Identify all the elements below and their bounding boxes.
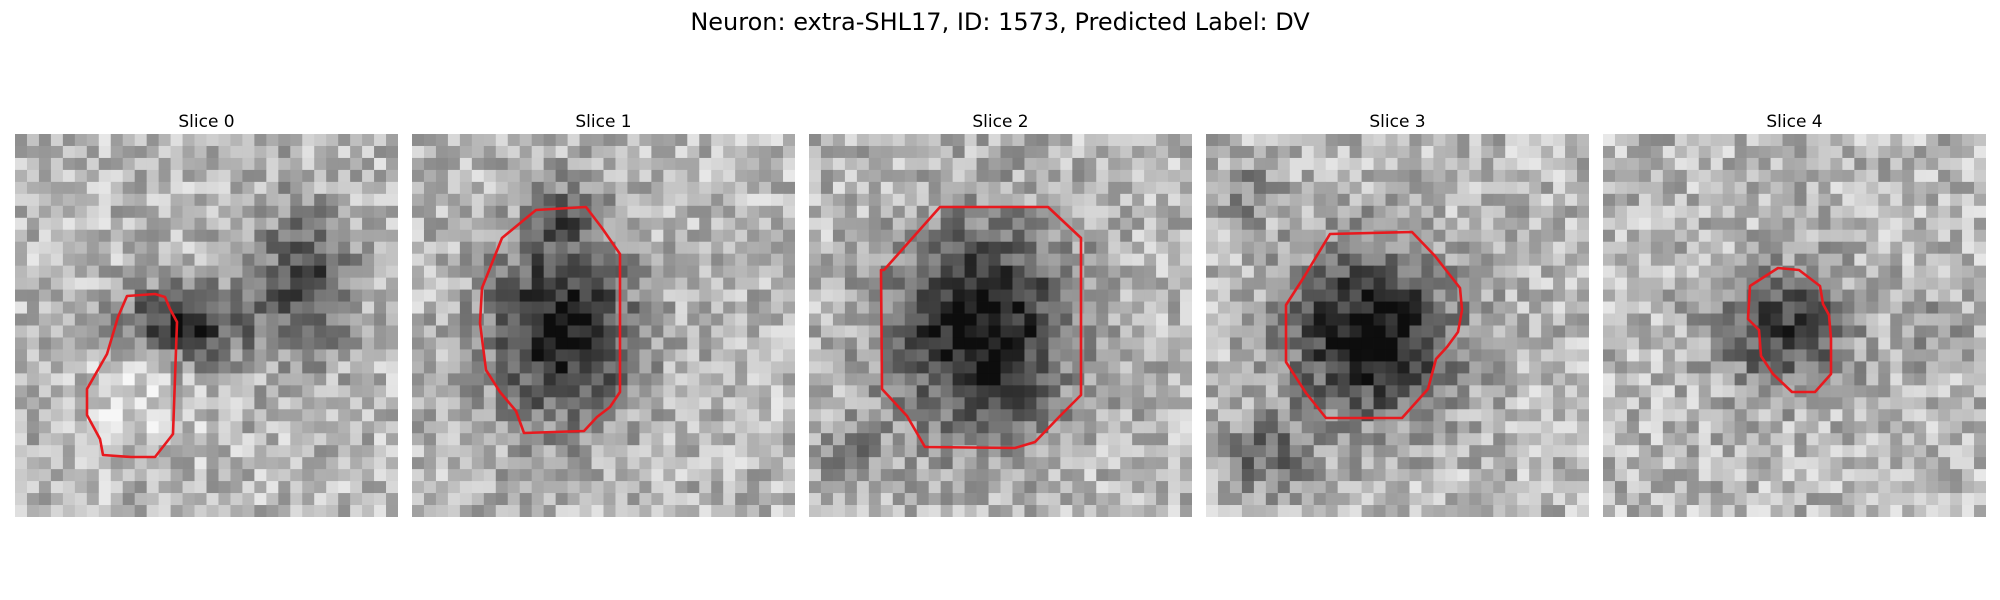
slice-image-3: [1206, 134, 1589, 517]
roi-contour-0: [85, 292, 179, 459]
slice-title-0: Slice 0: [178, 112, 235, 132]
slice-panel-3: Slice 3: [1206, 110, 1589, 517]
slice-image-4: [1603, 134, 1986, 517]
slice-panel-0: Slice 0: [15, 110, 398, 517]
roi-contour-2: [879, 205, 1083, 450]
slice-image-1: [412, 134, 795, 517]
slice-image-0: [15, 134, 398, 517]
slice-title-2: Slice 2: [972, 112, 1029, 132]
roi-contour-4: [1746, 266, 1833, 394]
slice-title-3: Slice 3: [1369, 112, 1426, 132]
slice-panel-2: Slice 2: [809, 110, 1192, 517]
slice-panel-1: Slice 1: [412, 110, 795, 517]
slice-image-2: [809, 134, 1192, 517]
slice-title-4: Slice 4: [1766, 112, 1823, 132]
figure-title: Neuron: extra-SHL17, ID: 1573, Predicted…: [690, 8, 1310, 36]
slice-title-1: Slice 1: [575, 112, 632, 132]
slice-panel-4: Slice 4: [1603, 110, 1986, 517]
roi-contour-3: [1284, 230, 1464, 420]
roi-contour-1: [478, 205, 622, 435]
